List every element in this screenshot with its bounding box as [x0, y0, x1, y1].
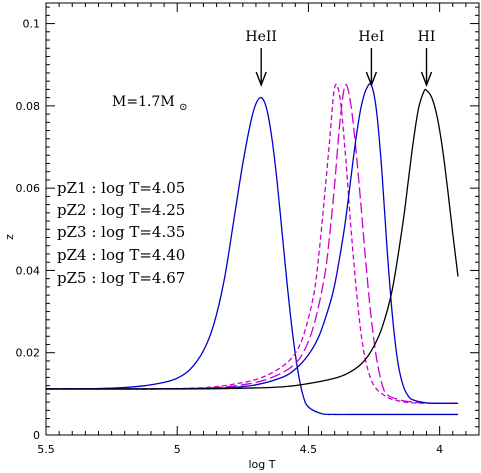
legend-line-pz3: pZ3 : log T=4.35	[57, 223, 185, 241]
series-line-5	[45, 88, 459, 390]
arrow-label: HeI	[358, 29, 384, 45]
legend-line-pz5: pZ5 : log T=4.67	[57, 269, 185, 287]
series-line-1	[45, 96, 459, 416]
y-axis-title: z	[3, 234, 16, 240]
series-line-3	[45, 83, 459, 405]
y-tick-label: 0.02	[16, 347, 41, 360]
arrow-label: HeII	[245, 29, 277, 45]
y-tick-label: 0	[33, 429, 40, 442]
x-axis-title: log T	[249, 458, 276, 471]
x-tick-label: 5	[174, 443, 181, 456]
x-tick-label: 4.5	[300, 443, 318, 456]
x-tick-label: 5.5	[37, 443, 55, 456]
series-line-4	[45, 83, 459, 405]
y-tick-label: 0.1	[23, 18, 41, 31]
legend-line-pz4: pZ4 : log T=4.40	[57, 246, 185, 264]
x-tick-label: 4	[436, 443, 443, 456]
y-tick-label: 0.04	[16, 264, 41, 277]
y-tick-label: 0.08	[16, 100, 41, 113]
series-layer	[45, 83, 459, 416]
legend-line-pz1: pZ1 : log T=4.05	[57, 179, 185, 197]
legend-line-pz2: pZ2 : log T=4.25	[57, 201, 185, 219]
axis-tick-labels: 5.5 5 4.5 4 0 0.02 0.04 0.06 0.08 0.1	[16, 18, 444, 456]
mass-label-text: M=1.7M	[112, 94, 175, 110]
series-line-2	[45, 83, 459, 405]
arrow-heii: HeII	[245, 29, 277, 87]
y-tick-label: 0.06	[16, 182, 41, 195]
arrow-hei: HeI	[358, 29, 384, 87]
legend-block: pZ1 : log T=4.05 pZ2 : log T=4.25 pZ3 : …	[57, 179, 185, 287]
axis-ticks	[45, 3, 480, 436]
arrow-head	[255, 71, 267, 87]
plot-frame	[45, 2, 480, 436]
peak-arrows: HeII HeI HI	[245, 29, 436, 87]
arrow-head	[365, 71, 378, 87]
arrow-head	[420, 71, 433, 87]
mass-label-subscript: ⊙	[179, 102, 187, 113]
arrow-hi: HI	[418, 29, 436, 87]
arrow-label: HI	[418, 29, 436, 45]
mass-label: M=1.7M ⊙	[112, 94, 188, 113]
